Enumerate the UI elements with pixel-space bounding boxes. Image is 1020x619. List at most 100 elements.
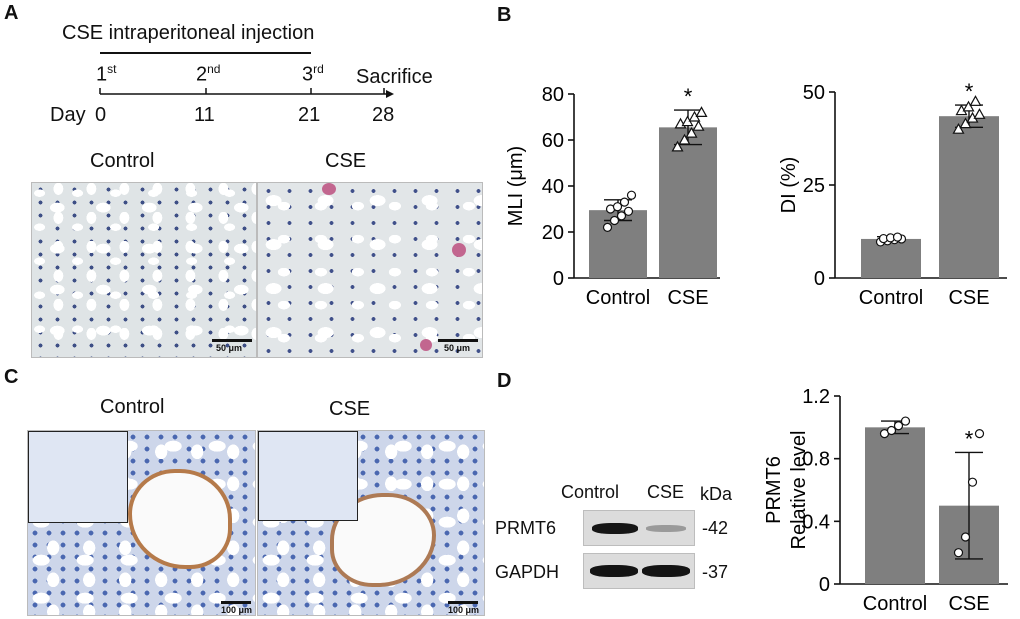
significance-star: * bbox=[965, 426, 974, 451]
data-point bbox=[616, 211, 627, 221]
y-tick-label: 0 bbox=[814, 268, 825, 290]
blot-prmt6 bbox=[583, 510, 695, 546]
data-point bbox=[609, 215, 620, 226]
day-28: 28 bbox=[372, 104, 395, 126]
arrow-head-icon bbox=[386, 90, 394, 98]
kda-prmt6: -42 bbox=[702, 518, 729, 538]
band-prmt6-cse bbox=[646, 525, 686, 532]
chart-di: 0 25 50 DI (%) Control * CSE bbox=[778, 79, 1007, 309]
day-label: Day bbox=[50, 104, 86, 126]
x-tick-label: CSE bbox=[948, 287, 989, 309]
y-axis-label: MLI (μm) bbox=[505, 146, 527, 226]
zoom-inset bbox=[258, 431, 358, 521]
y-tick-label: 0 bbox=[819, 574, 830, 596]
data-point bbox=[900, 416, 911, 426]
kda-label: kDa bbox=[700, 484, 733, 504]
lane-label-control: Control bbox=[561, 482, 620, 502]
kda-gapdh: -37 bbox=[702, 562, 729, 582]
day-21: 21 bbox=[298, 104, 321, 126]
y-axis-label: PRMT6 bbox=[763, 456, 785, 524]
protein-label-prmt6: PRMT6 bbox=[495, 518, 557, 538]
data-point bbox=[695, 106, 708, 118]
micrograph-c-control: 100 μm bbox=[27, 430, 256, 616]
y-tick-label: 80 bbox=[542, 84, 564, 106]
data-point bbox=[685, 126, 698, 138]
panel-label-d: D bbox=[497, 370, 512, 392]
y-tick-label: 20 bbox=[542, 222, 564, 244]
zoom-inset bbox=[28, 431, 128, 523]
scale-bar bbox=[438, 339, 478, 342]
micrograph-a-cse: 50 μm bbox=[257, 182, 483, 358]
x-tick-label: CSE bbox=[667, 287, 708, 309]
bar bbox=[939, 116, 999, 279]
data-point bbox=[962, 100, 975, 112]
bar bbox=[861, 238, 921, 278]
scale-label: 100 μm bbox=[221, 605, 253, 615]
data-point bbox=[671, 140, 684, 152]
day-0: 0 bbox=[95, 104, 107, 126]
x-tick-label: CSE bbox=[948, 593, 989, 615]
blot-gapdh bbox=[583, 553, 695, 589]
scale-bar bbox=[212, 339, 252, 342]
data-point bbox=[619, 197, 630, 207]
band-gapdh-cse bbox=[642, 565, 690, 577]
y-tick-label: 25 bbox=[803, 175, 825, 197]
y-tick-label: 0.4 bbox=[802, 511, 830, 533]
data-point bbox=[602, 222, 613, 232]
injection-2-label: 2nd bbox=[196, 62, 221, 86]
x-tick-label: Control bbox=[863, 593, 927, 615]
data-point bbox=[892, 232, 903, 242]
lane-label-cse: CSE bbox=[647, 482, 685, 502]
sacrifice-label: Sacrifice bbox=[356, 66, 433, 88]
y-tick-label: 40 bbox=[542, 176, 564, 198]
timeline-header: CSE intraperitoneal injection bbox=[62, 22, 315, 44]
data-point bbox=[952, 122, 965, 134]
y-tick-label: 60 bbox=[542, 130, 564, 152]
day-11: 11 bbox=[194, 104, 215, 126]
band-gapdh-control bbox=[590, 565, 638, 577]
vessel-mark bbox=[452, 243, 466, 257]
data-point bbox=[960, 532, 971, 542]
data-point bbox=[967, 477, 978, 487]
panel-label-b: B bbox=[497, 4, 512, 26]
micrograph-c-cse: 100 μm bbox=[257, 430, 485, 616]
scale-label: 50 μm bbox=[216, 343, 243, 353]
micro-a-cse-label: CSE bbox=[325, 150, 367, 172]
scale-bar bbox=[448, 601, 478, 604]
micro-c-control-label: Control bbox=[100, 396, 165, 418]
significance-star: * bbox=[965, 79, 974, 104]
chart-prmt6: 0 0.4 0.8 1.2 PRMT6 Relative level Control * CSE bbox=[763, 386, 1008, 615]
scale-label: 100 μm bbox=[448, 605, 480, 615]
data-point bbox=[974, 428, 985, 439]
data-point bbox=[893, 421, 904, 431]
y-tick-label: 0 bbox=[553, 268, 564, 290]
panel-label-c: C bbox=[4, 366, 19, 388]
vessel-mark bbox=[420, 339, 432, 351]
data-point bbox=[959, 117, 972, 129]
timeline: CSE intraperitoneal injection 1st 2nd 3r… bbox=[0, 0, 480, 130]
panel-label-a: A bbox=[4, 2, 19, 24]
injection-1-label: 1st bbox=[96, 62, 117, 86]
data-point bbox=[626, 190, 637, 200]
x-tick-label: Control bbox=[586, 287, 650, 309]
micro-a-control-label: Control bbox=[90, 150, 155, 172]
protein-label-gapdh: GAPDH bbox=[495, 562, 560, 582]
western-blot: Control CSE kDa PRMT6 GAPDH -42 -37 bbox=[490, 470, 750, 600]
chart-mli: 0 20 40 60 80 MLI (μm) Control * CSE bbox=[505, 84, 720, 309]
data-point bbox=[969, 95, 982, 106]
data-point bbox=[973, 108, 986, 119]
injection-span-line bbox=[100, 52, 311, 54]
scale-label: 50 μm bbox=[444, 343, 471, 353]
micro-c-cse-label: CSE bbox=[329, 398, 371, 420]
data-point bbox=[623, 206, 634, 216]
bar bbox=[865, 427, 925, 584]
data-point bbox=[953, 548, 964, 558]
band-prmt6-control bbox=[592, 523, 638, 534]
x-tick-label: Control bbox=[859, 287, 923, 309]
y-tick-label: 1.2 bbox=[802, 386, 830, 408]
injection-3-label: 3rd bbox=[302, 62, 324, 86]
data-point bbox=[678, 133, 691, 145]
data-point bbox=[692, 119, 705, 131]
bar bbox=[659, 127, 717, 278]
micrograph-a-control: 50 μm bbox=[31, 182, 257, 358]
